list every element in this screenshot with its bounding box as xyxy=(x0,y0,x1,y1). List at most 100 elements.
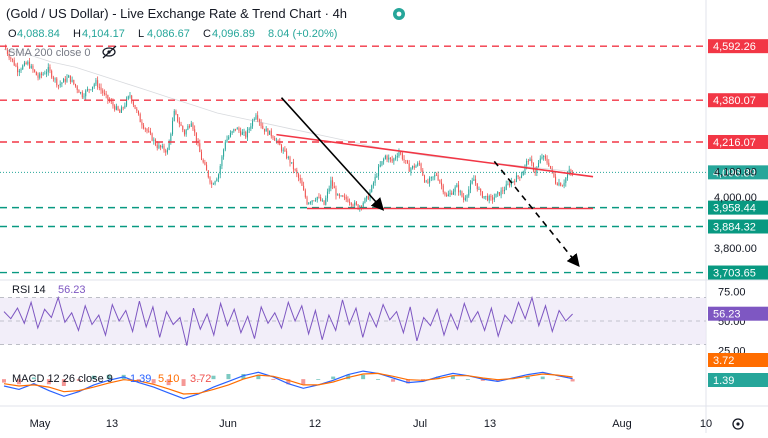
candle-body xyxy=(534,170,536,173)
candle-body xyxy=(565,177,567,183)
candle-body xyxy=(306,197,308,205)
ohlc-label: O xyxy=(8,28,17,40)
macd-histogram-bar xyxy=(450,375,455,380)
candle-body xyxy=(262,125,264,129)
candle-body xyxy=(168,141,170,150)
candle-body xyxy=(396,155,398,158)
gear-icon[interactable] xyxy=(732,418,744,430)
candle-body xyxy=(149,131,151,134)
candle-body xyxy=(437,174,439,181)
candle-body xyxy=(56,78,58,86)
candle-body xyxy=(265,128,267,132)
candle-body xyxy=(258,119,260,123)
candle-body xyxy=(350,202,352,205)
macd-histogram-bar xyxy=(480,379,485,381)
candle-body xyxy=(367,196,369,200)
indicator-label[interactable]: SMA 200 close 0 xyxy=(8,47,91,59)
candle-body xyxy=(216,178,218,182)
candle-body xyxy=(371,185,373,192)
candle-body xyxy=(141,122,143,126)
candle-body xyxy=(524,165,526,172)
macd-value-tag-bg xyxy=(708,373,768,387)
x-axis-label: May xyxy=(30,418,51,430)
candle-body xyxy=(527,160,529,162)
rsi-value-tag: 56.23 xyxy=(713,309,741,321)
candle-body xyxy=(303,185,305,191)
candle-body xyxy=(17,66,19,73)
macd-histogram-bar xyxy=(286,379,291,385)
candle-body xyxy=(454,187,456,192)
candle-body xyxy=(403,158,405,161)
candle-body xyxy=(27,61,29,65)
candle-body xyxy=(156,144,158,148)
candle-body xyxy=(192,123,194,130)
candle-body xyxy=(228,136,230,140)
eye-slash-icon[interactable] xyxy=(102,45,117,59)
macd-histogram-bar xyxy=(31,377,36,380)
candle-body xyxy=(521,175,523,178)
candle-body xyxy=(102,90,104,94)
candle-body xyxy=(69,75,71,82)
x-axis-label: Jul xyxy=(413,418,427,430)
price-tag-4,380.07: 4,380.07 xyxy=(713,95,756,107)
candle-body xyxy=(507,183,509,185)
candle-body xyxy=(340,195,342,197)
price-tag-3,703.65: 3,703.65 xyxy=(713,268,756,280)
candle-body xyxy=(148,130,150,132)
candle-body xyxy=(189,126,191,127)
candle-body xyxy=(221,156,223,167)
candle-body xyxy=(280,145,283,151)
candle-body xyxy=(115,106,117,110)
candle-body xyxy=(252,120,254,127)
ohlc-label: H xyxy=(73,28,81,40)
macd-histogram-bar xyxy=(256,374,261,380)
candle-body xyxy=(423,175,426,182)
price-tag-3,703.65-bg xyxy=(708,265,768,280)
macd-histogram-bar xyxy=(465,379,470,380)
candle-body xyxy=(345,196,347,200)
signal-line xyxy=(3,372,573,395)
macd-histogram-bar xyxy=(91,375,96,380)
macd-histogram-bar xyxy=(391,379,396,382)
candle-body xyxy=(83,96,85,98)
candle-body xyxy=(195,132,197,142)
candle-body xyxy=(509,183,511,186)
candle-body xyxy=(241,132,243,135)
candle-body xyxy=(243,132,245,133)
candle-body xyxy=(15,65,17,67)
candle-body xyxy=(23,62,25,66)
candle-body xyxy=(223,149,225,157)
macd-pane[interactable]: MACD 12 26 close 9 1.39 5.10 3.72 xyxy=(2,370,575,400)
candle-body xyxy=(180,124,182,126)
candle-body xyxy=(296,170,298,174)
candle-body xyxy=(432,176,434,178)
rsi-pane[interactable]: RSI 14 56.23 xyxy=(0,284,706,346)
main-pane[interactable] xyxy=(3,44,574,212)
last-price-tag: 4,096.89 xyxy=(713,167,756,179)
candle-body xyxy=(486,195,489,201)
candle-body xyxy=(412,165,414,169)
candle-body xyxy=(490,196,492,198)
candle-body xyxy=(378,166,380,176)
ohlc-value: 4,096.89 xyxy=(212,28,255,40)
candle-body xyxy=(500,190,502,196)
candle-body xyxy=(435,174,437,176)
price-tick: 3,800.00 xyxy=(714,243,757,255)
candle-body xyxy=(441,182,443,186)
candle-body xyxy=(199,143,201,153)
candle-body xyxy=(357,204,359,210)
candle-body xyxy=(517,175,519,177)
candle-body xyxy=(355,202,357,205)
candle-body xyxy=(376,175,378,177)
candle-body xyxy=(236,128,238,130)
candle-body xyxy=(235,128,237,130)
candle-body xyxy=(504,189,506,192)
candle-body xyxy=(505,184,507,190)
candle-body xyxy=(49,67,51,71)
candle-body xyxy=(231,131,233,134)
candle-body xyxy=(492,197,494,200)
candle-body xyxy=(541,156,543,159)
candle-body xyxy=(458,184,460,193)
candle-body xyxy=(311,200,313,203)
